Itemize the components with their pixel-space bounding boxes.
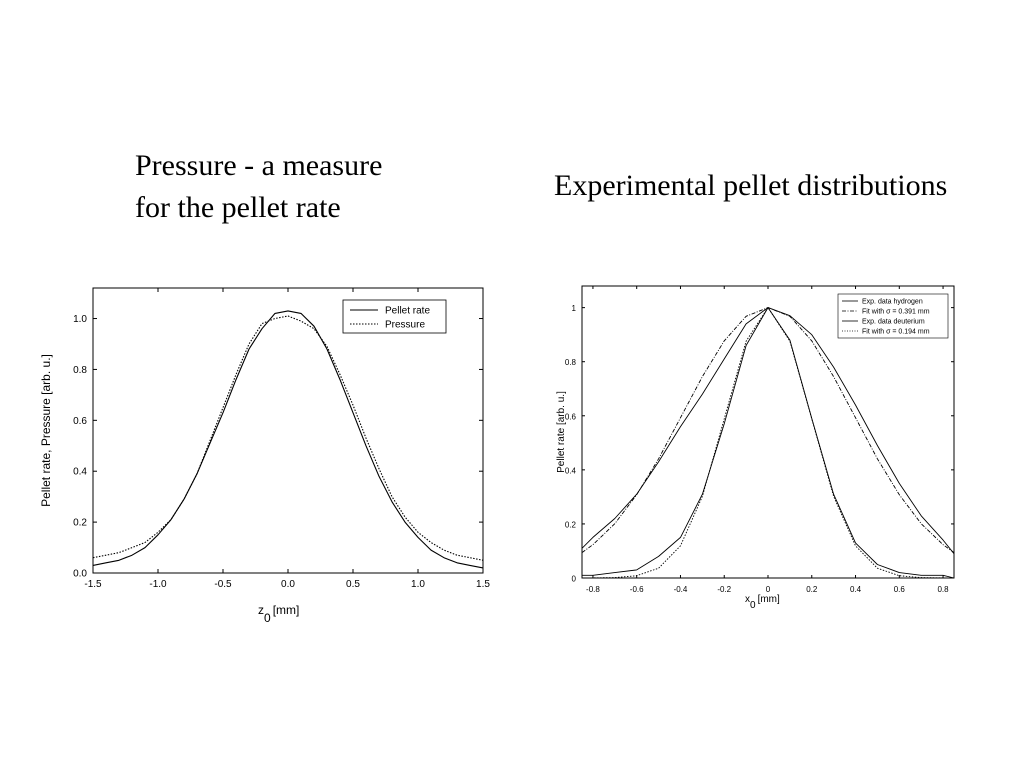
y-tick-label: 0: [572, 575, 577, 584]
x-axis-label-sub: 0: [750, 600, 756, 611]
series-line-exp-data-hydrogen: [581, 307, 955, 554]
x-axis-label-main: x: [745, 594, 750, 605]
y-ticks: 0 0.2 0.4 0.6 0.8 1: [565, 304, 954, 584]
y-tick-label: 1.0: [73, 314, 87, 325]
series-line-exp-data-deuterium: [582, 307, 955, 579]
x-ticks: -0.8 -0.6 -0.4 -0.2 0 0.2 0.4 0.6 0.8: [586, 286, 949, 594]
series-line-pellet-rate: [92, 310, 484, 569]
chart-pellet-rate-pressure: 0.0 0.2 0.4 0.6 0.8 1.0 -1.5 -1.0 -0.5 0.0 0.5 1.0…: [39, 287, 490, 625]
heading-left-line-1: Pressure - a measure: [135, 149, 383, 182]
x-tick-label: -0.2: [717, 585, 731, 594]
y-tick-label: 0.6: [565, 412, 577, 421]
legend: Exp. data hydrogen Fit with σ = 0.391 mm…: [837, 293, 949, 339]
x-tick-label: -0.5: [214, 579, 232, 590]
x-tick-label: 0.8: [937, 585, 949, 594]
y-axis-label: Pellet rate [arb. u.]: [556, 391, 567, 473]
x-tick-label: 0.0: [281, 579, 295, 590]
x-tick-label: 0: [766, 585, 771, 594]
y-tick-label: 0.2: [73, 518, 87, 529]
y-tick-label: 0.4: [73, 467, 87, 478]
y-ticks: 0.0 0.2 0.4 0.6 0.8 1.0: [73, 314, 483, 580]
legend-box: [342, 299, 447, 334]
x-axis-label-unit: [mm]: [273, 603, 300, 617]
chart-pellet-distributions: 0 0.2 0.4 0.6 0.8 1 -0.8 -0.6 -0.4 -0.2 0 0.2 0.4 0.…: [556, 285, 955, 611]
heading-left-line-2: for the pellet rate: [135, 191, 341, 224]
x-axis-label: z0[mm]: [258, 603, 299, 625]
legend-label-deuterium: Exp. data deuterium: [862, 319, 925, 326]
y-tick-label: 0.2: [565, 520, 577, 529]
series-group: [581, 307, 955, 579]
legend-label-fit-deuterium: Fit with σ = 0.194 mm: [862, 329, 930, 336]
legend-label-pressure: Pressure: [385, 320, 425, 331]
x-tick-label: 0.6: [894, 585, 906, 594]
x-tick-label: -1.5: [84, 579, 102, 590]
x-tick-label: -0.6: [630, 585, 644, 594]
series-group: [92, 310, 484, 569]
x-axis-label-sub: 0: [264, 611, 271, 625]
series-line-fit-with-0-391-mm: [581, 307, 955, 553]
legend-label-fit-hydrogen: Fit with σ = 0.391 mm: [862, 309, 930, 316]
x-tick-label: 1.0: [411, 579, 425, 590]
y-tick-label: 0.8: [565, 358, 577, 367]
x-tick-label: 1.5: [476, 579, 490, 590]
x-tick-label: 0.4: [850, 585, 862, 594]
y-tick-label: 1: [572, 304, 577, 313]
y-tick-label: 0.4: [565, 466, 577, 475]
x-tick-label: 0.5: [346, 579, 360, 590]
x-tick-label: -0.4: [674, 585, 688, 594]
y-tick-label: 0.8: [73, 365, 87, 376]
heading-experimental-distributions: Experimental pellet distributions: [554, 169, 948, 202]
x-tick-label: -0.8: [586, 585, 600, 594]
x-axis-label-unit: [mm]: [758, 594, 780, 605]
legend: Pellet rate Pressure: [342, 299, 447, 334]
y-tick-label: 0.6: [73, 416, 87, 427]
x-ticks: -1.5 -1.0 -0.5 0.0 0.5 1.0 1.5: [84, 288, 490, 590]
legend-label-hydrogen: Exp. data hydrogen: [862, 299, 923, 306]
x-tick-label: -1.0: [149, 579, 167, 590]
series-line-fit-with-0-194-mm: [581, 307, 955, 579]
legend-label-pellet-rate: Pellet rate: [385, 306, 430, 317]
y-tick-label: 0.0: [73, 569, 87, 580]
x-axis-label: x0[mm]: [745, 594, 780, 611]
heading-pressure-measure: Pressure - a measure for the pellet rate: [135, 145, 435, 229]
x-axis-label-main: z: [258, 603, 264, 617]
x-tick-label: 0.2: [806, 585, 818, 594]
series-line-pressure: [92, 315, 484, 561]
y-axis-label: Pellet rate, Pressure [arb. u.]: [39, 354, 53, 507]
